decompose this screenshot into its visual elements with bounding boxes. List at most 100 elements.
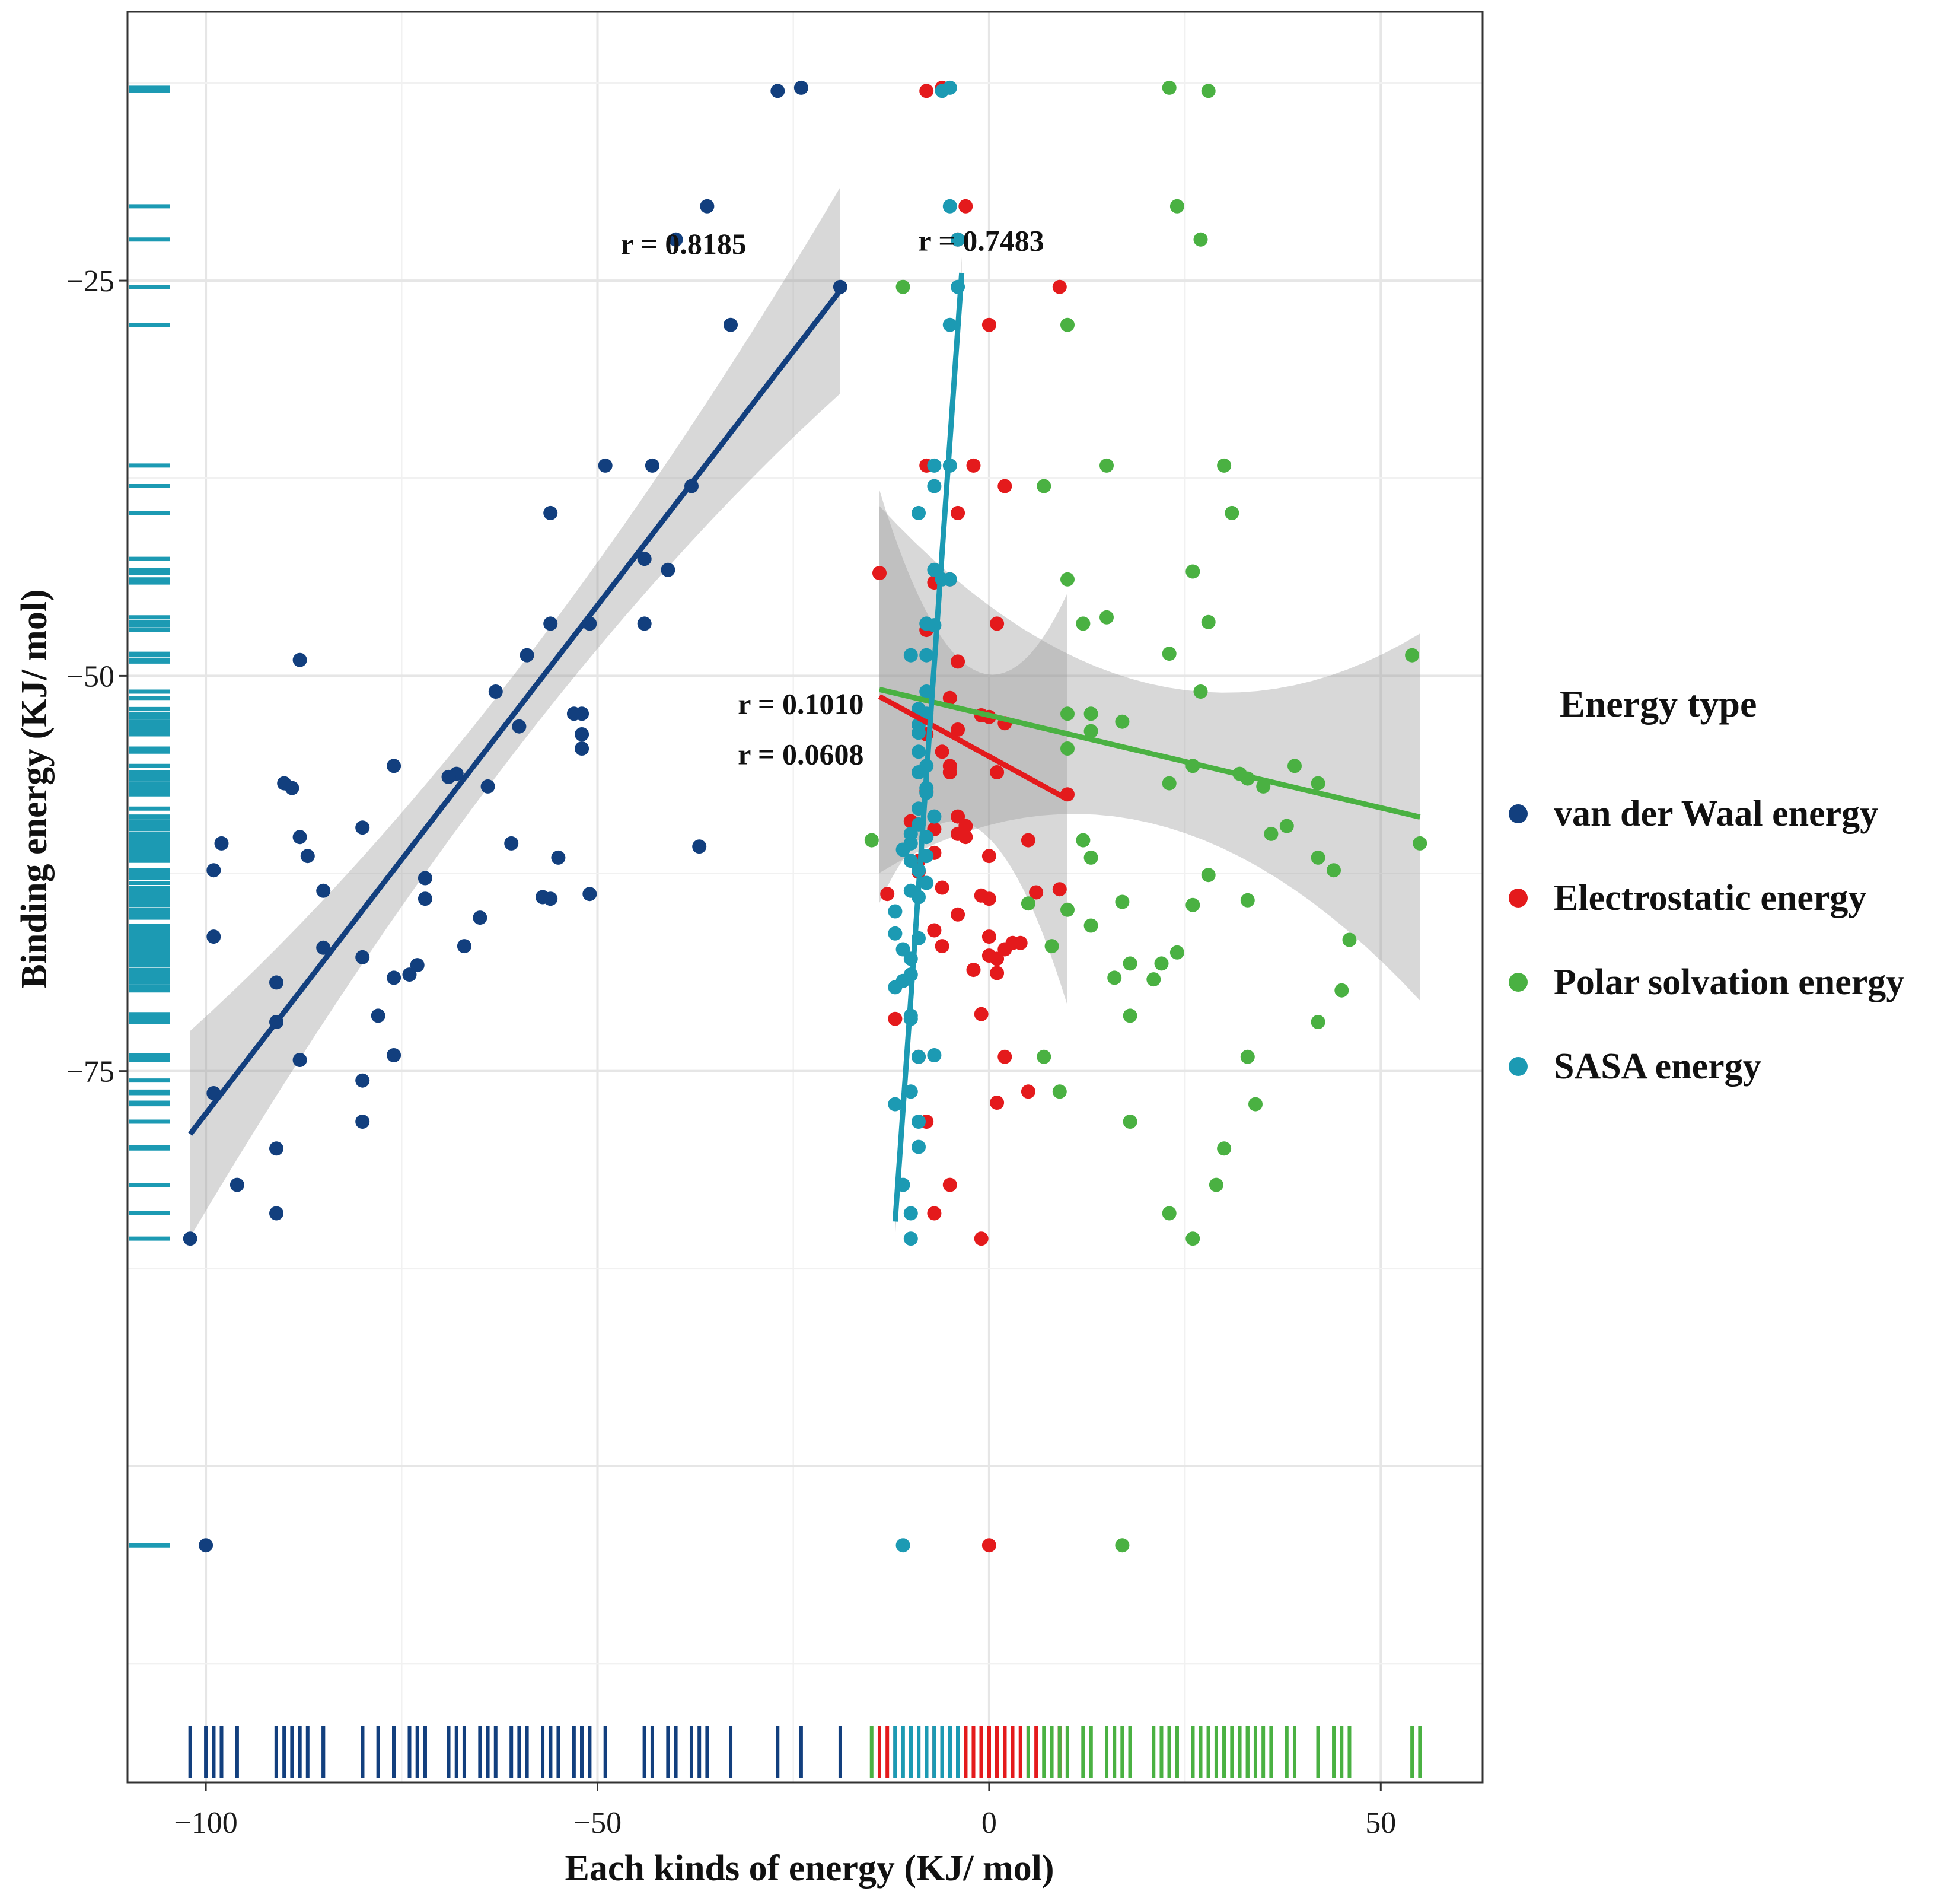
data-point	[1240, 893, 1255, 908]
data-point	[966, 458, 981, 473]
data-point	[1334, 983, 1349, 998]
data-point	[895, 942, 910, 957]
data-point	[903, 1084, 918, 1099]
data-point	[1099, 610, 1114, 625]
regression-line-1	[878, 694, 1069, 802]
data-point	[1060, 317, 1075, 332]
data-point	[1052, 279, 1067, 294]
data-point	[355, 950, 370, 964]
data-point	[355, 1073, 370, 1088]
data-point	[1083, 724, 1098, 738]
data-point	[888, 926, 903, 941]
data-point	[888, 904, 903, 919]
data-point	[951, 505, 965, 520]
data-point	[700, 199, 715, 214]
data-point	[504, 836, 519, 851]
data-point	[981, 849, 996, 864]
data-point	[1060, 572, 1075, 587]
data-point	[1060, 902, 1075, 917]
data-point	[951, 809, 965, 824]
y-tick-label: −50	[66, 660, 114, 693]
data-point	[1413, 836, 1427, 851]
data-point	[1193, 232, 1208, 247]
data-point	[230, 1177, 244, 1192]
data-point	[1076, 833, 1091, 848]
data-point	[912, 725, 926, 740]
data-point	[942, 1177, 957, 1192]
data-point	[912, 1139, 926, 1154]
regression-line-0	[188, 288, 843, 1136]
data-point	[355, 820, 370, 835]
data-point	[942, 199, 957, 214]
data-point	[1099, 458, 1114, 473]
data-point	[927, 458, 942, 473]
legend-label-3: SASA energy	[1554, 1046, 1761, 1087]
data-point	[942, 690, 957, 705]
data-point	[951, 907, 965, 922]
data-point	[912, 765, 926, 779]
data-point	[1217, 1141, 1232, 1156]
data-point	[582, 887, 597, 902]
data-point	[292, 652, 307, 667]
data-point	[895, 842, 910, 857]
data-point	[912, 1115, 926, 1129]
data-point	[990, 1096, 1005, 1110]
data-point	[888, 980, 903, 995]
data-point	[1123, 1115, 1137, 1129]
data-point	[543, 616, 558, 631]
data-point	[512, 719, 527, 734]
data-point	[1311, 776, 1325, 791]
data-point	[912, 744, 926, 759]
data-point	[206, 929, 221, 944]
y-axis-title: Binding energy (KJ/ mol)	[14, 589, 55, 988]
data-point	[919, 648, 934, 663]
data-point	[1169, 199, 1184, 214]
data-point	[888, 1097, 903, 1112]
data-point	[864, 833, 879, 848]
data-point	[371, 1008, 385, 1023]
data-point	[997, 1049, 1012, 1064]
data-point	[1185, 564, 1200, 579]
data-point	[966, 963, 981, 978]
data-point	[488, 684, 503, 699]
data-point	[958, 199, 973, 214]
data-point	[912, 1049, 926, 1064]
data-point	[1083, 850, 1098, 865]
data-point	[1193, 684, 1208, 699]
regression-line-3	[892, 272, 965, 1222]
data-point	[942, 572, 957, 587]
data-point	[441, 769, 456, 784]
data-point	[387, 1048, 401, 1062]
data-point	[927, 1206, 942, 1221]
data-point	[951, 654, 965, 669]
data-point	[637, 616, 652, 631]
data-point	[1029, 885, 1044, 900]
data-point	[951, 232, 965, 247]
data-point	[300, 849, 315, 864]
data-point	[927, 809, 942, 824]
data-point	[990, 616, 1005, 631]
data-point	[1107, 970, 1122, 985]
data-point	[1201, 868, 1216, 883]
regression-line-2	[878, 686, 1421, 820]
correlation-label-2: r = 0.1010	[738, 687, 863, 720]
data-point	[951, 722, 965, 737]
data-point	[1021, 833, 1035, 848]
data-point	[981, 1538, 996, 1553]
correlation-label-0: r = 0.8185	[621, 227, 747, 260]
y-tick-label: −75	[66, 1055, 114, 1089]
data-point	[912, 505, 926, 520]
regression-lines	[188, 272, 1421, 1222]
data-point	[316, 940, 331, 955]
legend-key-2	[1509, 973, 1528, 992]
data-point	[1083, 918, 1098, 933]
x-tick-label: 0	[981, 1806, 997, 1840]
data-point	[997, 479, 1012, 493]
data-point	[285, 781, 299, 795]
legend-key-3	[1509, 1057, 1528, 1076]
plot-panel	[128, 12, 1483, 1782]
data-point	[575, 741, 589, 756]
data-point	[942, 765, 957, 779]
legend: van der Waal energy Electrostatic energy P…	[1509, 794, 1904, 1087]
